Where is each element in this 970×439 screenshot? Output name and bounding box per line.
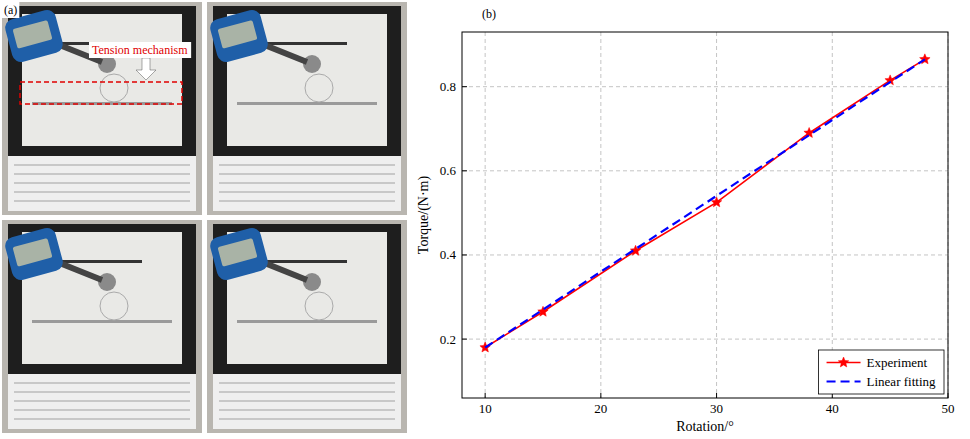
photo-background (207, 2, 407, 215)
device-frame (8, 224, 196, 374)
photo (2, 2, 202, 215)
wrench-display (13, 20, 53, 49)
photo-background (2, 2, 202, 215)
plate-slot (267, 42, 347, 45)
y-tick (462, 339, 467, 340)
y-tick-label: 0.2 (440, 332, 456, 347)
grid-line (462, 170, 948, 171)
legend-box (819, 350, 944, 394)
device-base (8, 374, 196, 429)
legend-label: Experiment (867, 355, 928, 370)
figure: Tension mechanism (a) (b) 10 20 30 40 50 0.2 0.4 0… (0, 0, 970, 439)
plate-rail (237, 320, 377, 323)
device-frame (213, 224, 401, 374)
y-tick-label: 0.8 (440, 79, 456, 94)
base-vent (14, 382, 190, 384)
x-tick (716, 393, 717, 398)
x-tick-label: 30 (710, 401, 723, 416)
x-tick (600, 393, 601, 398)
disc (305, 292, 333, 320)
y-tick (462, 86, 467, 87)
x-tick-label: 10 (479, 401, 492, 416)
x-tick-label: 20 (594, 401, 607, 416)
y-tick (462, 254, 467, 255)
wrench-display (13, 238, 53, 267)
y-tick-label: 0.6 (440, 163, 457, 178)
base-vent (14, 418, 190, 420)
photo-background (207, 220, 407, 433)
base-vent (219, 400, 395, 402)
x-tick-label: 50 (942, 401, 955, 416)
base-vent (14, 200, 190, 202)
base-vent (14, 173, 190, 175)
legend-swatch (827, 380, 861, 382)
photo (207, 220, 407, 433)
annotation-text: Tension mechanism (92, 43, 188, 57)
plate-slot (267, 260, 347, 263)
panel-label: (a) (4, 3, 17, 17)
disc (100, 74, 128, 102)
wrench-display (218, 20, 258, 49)
disc (100, 292, 128, 320)
chart-panel: (b) 10 20 30 40 50 0.2 0.4 0.6 0.8 Rotation/° Torqu… (416, 7, 955, 434)
base-vent (219, 182, 395, 184)
base-vent (14, 400, 190, 402)
y-axis-title: Torque/(N·m) (416, 176, 432, 255)
plate-rail (237, 102, 377, 105)
base-vent (14, 391, 190, 393)
annotation-arrow (136, 58, 156, 80)
device-base (8, 156, 196, 211)
base-vent (219, 382, 395, 384)
device-frame (213, 6, 401, 156)
base-vent (219, 200, 395, 202)
grid-line (832, 32, 833, 398)
x-tick-label: 40 (826, 401, 839, 416)
plot-area (480, 54, 930, 352)
device-frame (8, 6, 196, 156)
device-base (213, 156, 401, 211)
photo (207, 2, 407, 215)
base-vent (219, 391, 395, 393)
plot-frame (462, 32, 948, 398)
legend-marker (838, 357, 848, 367)
device-base (213, 374, 401, 429)
wrench-body (3, 226, 65, 282)
photo-background (2, 220, 202, 433)
base-vent (219, 164, 395, 166)
base-vent (219, 173, 395, 175)
photo (2, 220, 202, 433)
grid-line (600, 32, 601, 398)
annotation-box (20, 82, 182, 104)
base-vent (219, 409, 395, 411)
series-line (485, 59, 925, 347)
wrench-body (208, 8, 270, 64)
legend: Experiment Linear fitting (819, 350, 944, 394)
grid-line (462, 254, 948, 255)
grid-line (462, 339, 948, 340)
x-axis-title: Rotation/° (676, 419, 734, 434)
base-vent (14, 182, 190, 184)
wrench-display (218, 238, 258, 267)
x-tick (485, 393, 486, 398)
panel-label-background (2, 2, 19, 18)
legend-label: Linear fitting (867, 374, 936, 389)
base-vent (14, 191, 190, 193)
grid-line (462, 86, 948, 87)
base-vent (219, 418, 395, 420)
annotation-background (89, 42, 191, 58)
wrench-body (208, 226, 270, 282)
panel-label: (b) (482, 7, 496, 21)
plate-slot (62, 260, 142, 263)
base-vent (219, 191, 395, 193)
photo-panel: Tension mechanism (a) (2, 2, 407, 433)
x-tick (948, 393, 949, 398)
disc (305, 74, 333, 102)
base-vent (14, 164, 190, 166)
y-tick (462, 170, 467, 171)
y-tick-label: 0.4 (440, 247, 457, 262)
plate-rail (32, 320, 172, 323)
series-line (485, 59, 925, 347)
base-vent (14, 409, 190, 411)
